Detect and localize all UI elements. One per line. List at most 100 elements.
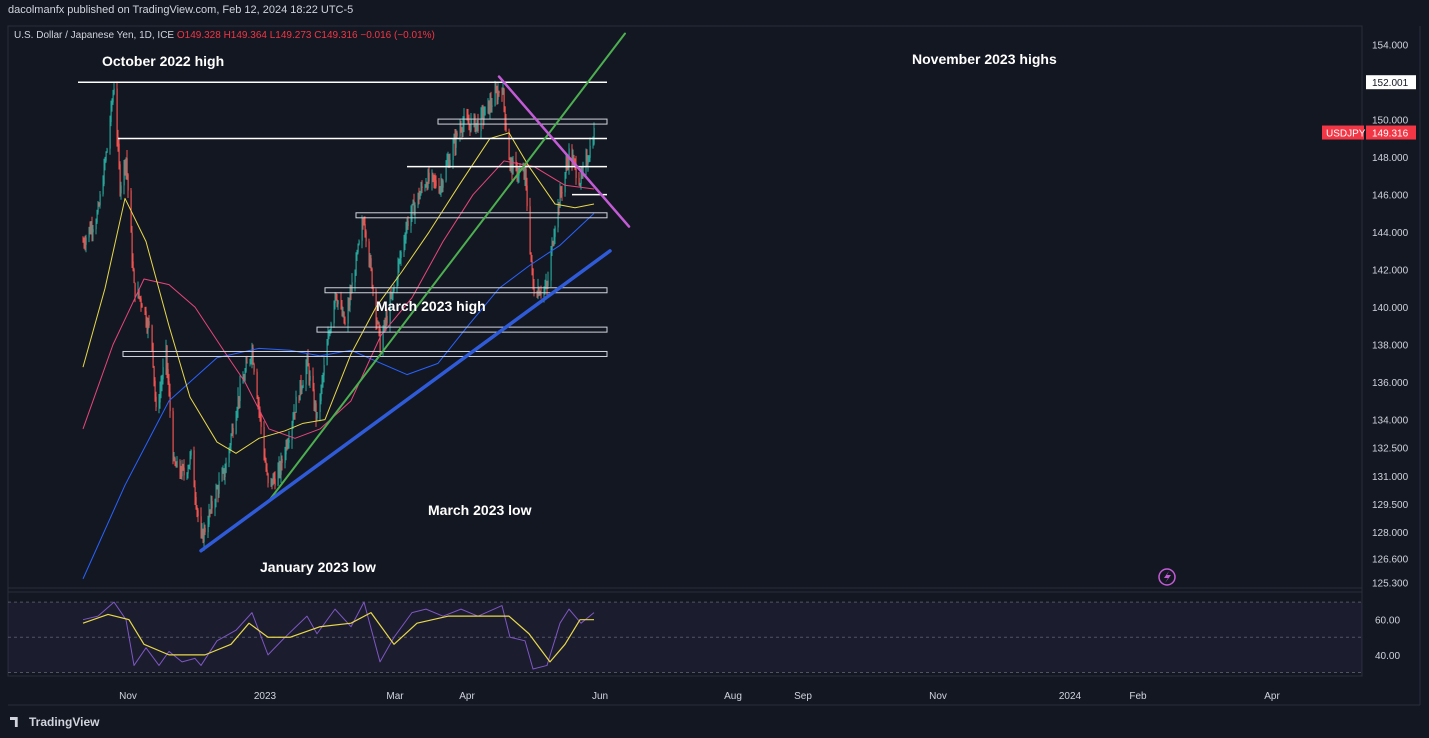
candle-body: [543, 288, 545, 294]
candle: [407, 216, 409, 230]
support-resistance-zone: [324, 287, 608, 294]
candle: [592, 136, 594, 149]
candle: [384, 317, 386, 332]
candle-body: [355, 254, 357, 276]
candle-body: [378, 322, 380, 329]
last-price-badge: [1366, 125, 1416, 140]
blue-trendline: [199, 249, 612, 553]
publish-info: dacolmanfx published on TradingView.com,…: [8, 4, 354, 16]
candle: [439, 185, 441, 195]
candle-body: [190, 450, 192, 456]
candle-body: [326, 344, 328, 366]
candle-body: [279, 463, 281, 475]
price-tick-label: 134.000: [1372, 416, 1409, 427]
candle: [207, 515, 209, 538]
candle: [119, 161, 121, 197]
candle-body: [455, 132, 457, 148]
candle-body: [581, 173, 583, 175]
candle-body: [447, 159, 449, 163]
candle: [385, 308, 387, 331]
candle-body: [347, 303, 349, 324]
candle: [468, 114, 470, 131]
candle-body: [540, 293, 542, 295]
candle-body: [371, 268, 373, 288]
candle-body: [522, 170, 524, 172]
candle-body: [403, 241, 405, 252]
candle-body: [488, 100, 490, 113]
candle: [399, 250, 401, 264]
candle-body: [470, 118, 472, 131]
candle: [488, 100, 490, 115]
candle-body: [469, 124, 471, 131]
candle: [188, 464, 190, 470]
candle: [308, 363, 310, 386]
candle: [284, 446, 286, 469]
candle-body: [369, 258, 371, 264]
candle: [326, 339, 328, 366]
candle: [281, 455, 283, 471]
candle-body: [480, 110, 482, 132]
price-tick-label: 152.001: [1372, 78, 1409, 89]
candle: [566, 156, 568, 171]
candle-body: [510, 161, 512, 164]
candle: [397, 257, 399, 287]
candle: [99, 190, 101, 209]
candle: [481, 105, 483, 119]
candle-body: [484, 106, 486, 116]
candle: [427, 168, 429, 190]
candle-body: [180, 472, 182, 477]
candle-body: [564, 172, 566, 193]
candle: [336, 293, 338, 308]
candle-body: [573, 158, 575, 161]
candle-body: [529, 206, 531, 253]
candle-body: [316, 411, 318, 419]
purple-trendline: [497, 75, 631, 228]
candle-body: [473, 115, 475, 119]
candle: [300, 374, 302, 396]
price-tick-label: 154.000: [1372, 41, 1409, 52]
candle-body: [228, 448, 230, 463]
candle: [460, 120, 462, 133]
candle: [508, 128, 510, 161]
candle-body: [560, 189, 562, 193]
time-tick-label: Aug: [724, 691, 742, 702]
candle: [501, 87, 503, 102]
symbol-badge: [1322, 125, 1364, 140]
candle: [216, 484, 218, 490]
candle: [329, 328, 331, 337]
candle-body: [181, 465, 183, 477]
candle: [252, 344, 254, 365]
candle-body: [263, 426, 265, 457]
candle-body: [424, 186, 426, 189]
candle-body: [123, 162, 125, 186]
candle: [379, 324, 381, 353]
candle: [435, 175, 437, 189]
candle-body: [294, 411, 296, 413]
candle: [166, 345, 168, 379]
candle: [342, 306, 344, 318]
candle: [139, 296, 141, 302]
candle: [470, 112, 472, 133]
candle: [285, 439, 287, 461]
candle: [230, 433, 232, 451]
candle-body: [195, 497, 197, 508]
candle: [111, 98, 113, 112]
candle: [503, 87, 505, 113]
candle-body: [132, 261, 134, 270]
candle-body: [343, 311, 345, 323]
candle: [186, 472, 188, 480]
time-tick-label: Apr: [459, 691, 475, 702]
tradingview-logo[interactable]: TradingView: [10, 715, 99, 729]
candle-body: [460, 127, 462, 130]
candle: [554, 225, 556, 245]
candle-body: [291, 423, 293, 440]
candle-body: [351, 282, 353, 294]
candle-body: [333, 303, 335, 324]
symbol-legend[interactable]: U.S. Dollar / Japanese Yen, 1D, ICE O149…: [14, 30, 435, 41]
candle: [364, 216, 366, 238]
candle: [505, 114, 507, 133]
time-tick-label: 2024: [1059, 691, 1082, 702]
candle: [376, 317, 378, 330]
